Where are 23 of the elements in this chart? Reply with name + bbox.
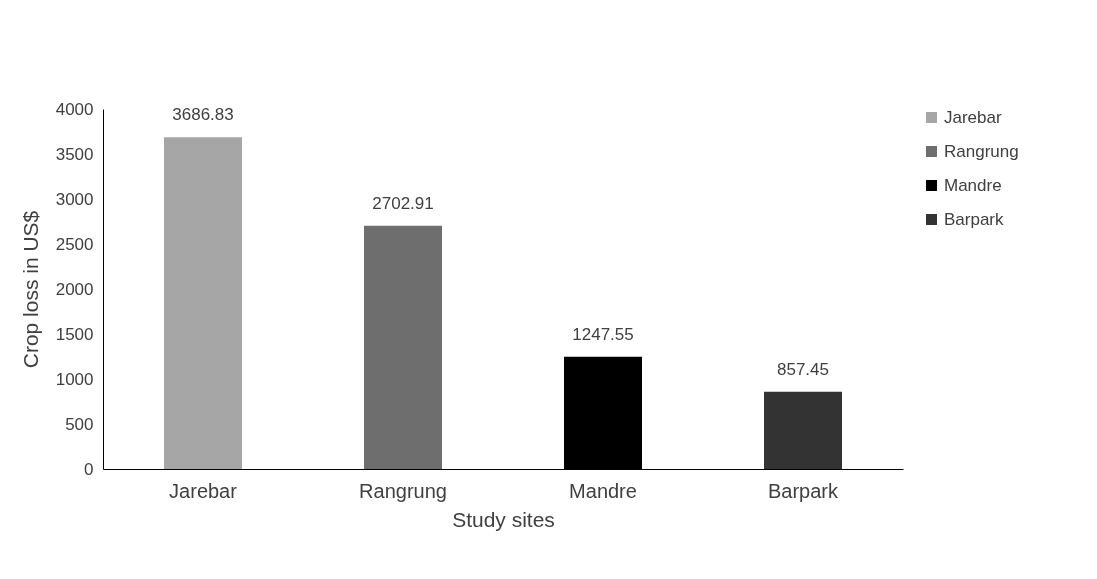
- legend-label: Barpark: [944, 209, 1005, 229]
- y-tick-label: 1000: [55, 369, 94, 389]
- data-label: 1247.55: [572, 324, 634, 344]
- y-tick-label: 1500: [55, 324, 94, 344]
- data-label: 857.45: [777, 359, 829, 379]
- y-tick-label: 3000: [55, 189, 94, 209]
- data-label: 3686.83: [172, 105, 234, 125]
- x-axis-title: Study sites: [452, 507, 555, 531]
- y-axis-title: Crop loss in US$: [18, 210, 42, 369]
- y-tick-label: 500: [65, 414, 94, 434]
- y-tick-label: 2500: [55, 234, 94, 254]
- data-label: 2702.91: [372, 193, 434, 213]
- legend-label: Rangrung: [944, 141, 1019, 161]
- y-tick-label: 2000: [55, 279, 94, 299]
- x-tick-label: Rangrung: [359, 479, 447, 502]
- legend-label: Mandre: [944, 175, 1002, 195]
- legend-label: Jarebar: [944, 107, 1002, 127]
- y-tick-label: 3500: [55, 144, 94, 164]
- x-tick-label: Jarebar: [169, 479, 238, 502]
- y-tick-label: 0: [84, 459, 94, 479]
- x-tick-label: Mandre: [569, 479, 637, 502]
- y-tick-label: 4000: [55, 99, 94, 119]
- x-tick-label: Barpark: [767, 479, 840, 502]
